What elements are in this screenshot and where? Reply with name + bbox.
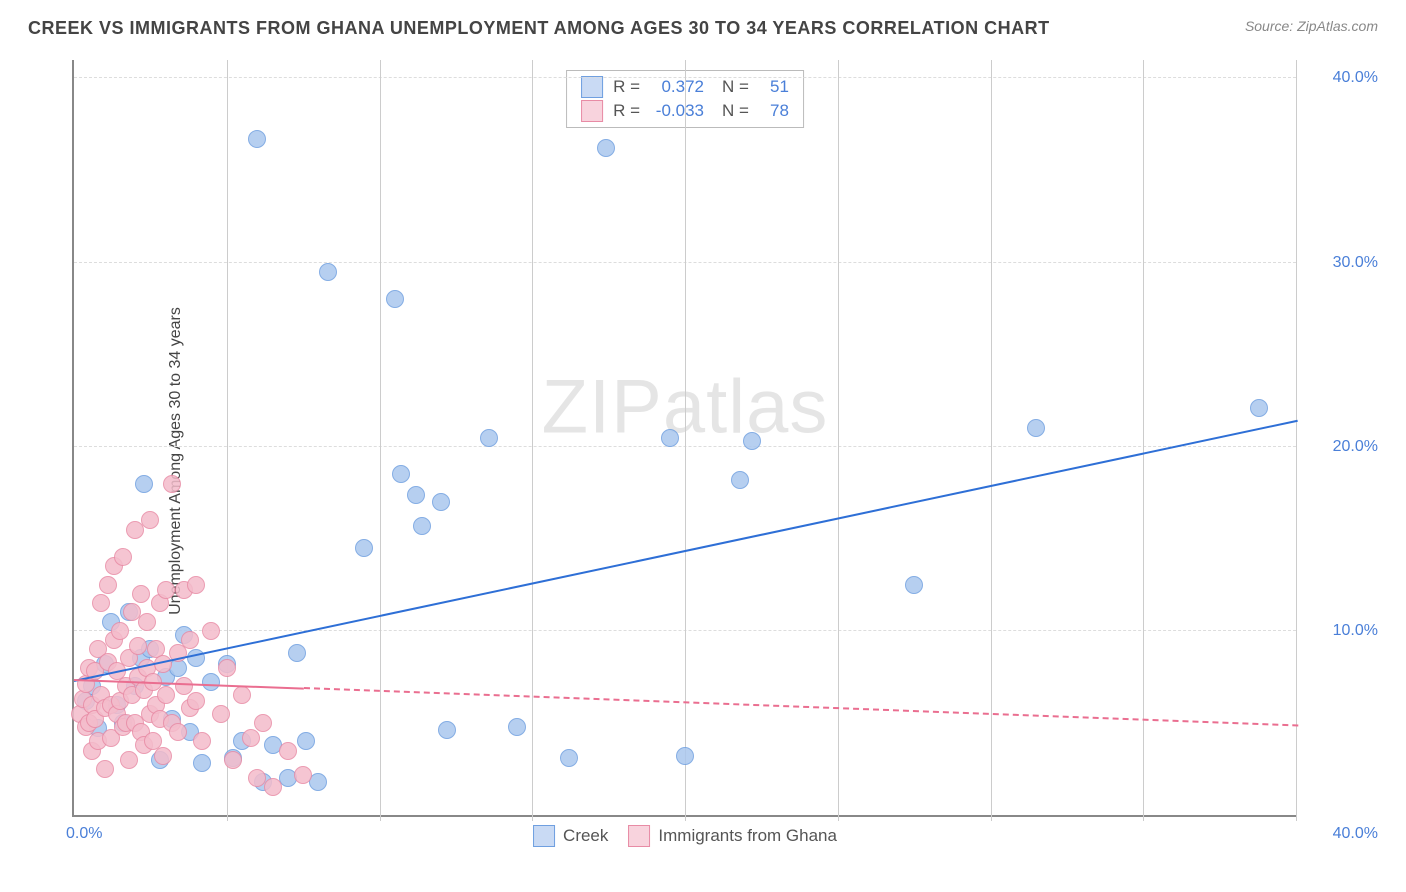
x-gridline <box>991 60 992 821</box>
legend-item: Immigrants from Ghana <box>628 825 837 847</box>
data-point <box>163 475 181 493</box>
data-point <box>181 631 199 649</box>
data-point <box>661 429 679 447</box>
data-point <box>480 429 498 447</box>
data-point <box>141 511 159 529</box>
series-swatch <box>581 100 603 122</box>
y-tick-label: 10.0% <box>1304 622 1378 640</box>
data-point <box>132 585 150 603</box>
data-point <box>135 475 153 493</box>
stat-n-value: 51 <box>759 77 789 97</box>
y-tick-label: 30.0% <box>1304 254 1378 272</box>
data-point <box>114 548 132 566</box>
data-point <box>407 486 425 504</box>
data-point <box>248 130 266 148</box>
data-point <box>193 754 211 772</box>
data-point <box>218 659 236 677</box>
x-gridline <box>1143 60 1144 821</box>
data-point <box>193 732 211 750</box>
legend-label: Creek <box>563 826 608 846</box>
data-point <box>297 732 315 750</box>
data-point <box>169 723 187 741</box>
data-point <box>438 721 456 739</box>
source-attribution: Source: ZipAtlas.com <box>1245 18 1378 34</box>
legend-item: Creek <box>533 825 608 847</box>
legend-swatch <box>628 825 650 847</box>
data-point <box>202 673 220 691</box>
x-gridline <box>685 60 686 821</box>
series-swatch <box>581 76 603 98</box>
data-point <box>743 432 761 450</box>
stat-r-label: R = <box>613 77 640 97</box>
data-point <box>138 613 156 631</box>
data-point <box>319 263 337 281</box>
stat-r-label: R = <box>613 101 640 121</box>
stat-r-value: -0.033 <box>650 101 704 121</box>
y-tick-label: 20.0% <box>1304 438 1378 456</box>
data-point <box>676 747 694 765</box>
data-point <box>99 576 117 594</box>
data-point <box>279 742 297 760</box>
data-point <box>432 493 450 511</box>
stat-n-label: N = <box>722 77 749 97</box>
data-point <box>1250 399 1268 417</box>
data-point <box>129 637 147 655</box>
data-point <box>560 749 578 767</box>
data-point <box>154 747 172 765</box>
x-tick-min: 0.0% <box>66 825 102 843</box>
trend-line <box>303 687 1298 727</box>
stat-n-value: 78 <box>759 101 789 121</box>
data-point <box>288 644 306 662</box>
data-point <box>92 594 110 612</box>
data-point <box>355 539 373 557</box>
data-point <box>905 576 923 594</box>
x-gridline <box>532 60 533 821</box>
data-point <box>1027 419 1045 437</box>
x-tick-max: 40.0% <box>1304 825 1378 843</box>
data-point <box>120 751 138 769</box>
data-point <box>202 622 220 640</box>
data-point <box>242 729 260 747</box>
series-legend: Creek Immigrants from Ghana <box>533 825 837 847</box>
data-point <box>157 686 175 704</box>
stat-n-label: N = <box>722 101 749 121</box>
chart-container: Unemployment Among Ages 30 to 34 years Z… <box>28 50 1386 872</box>
data-point <box>294 766 312 784</box>
data-point <box>224 751 242 769</box>
legend-swatch <box>533 825 555 847</box>
data-point <box>731 471 749 489</box>
plot-area: ZIPatlas R =0.372N =51R =-0.033N =78 0.0… <box>72 60 1296 817</box>
data-point <box>157 581 175 599</box>
data-point <box>254 714 272 732</box>
data-point <box>309 773 327 791</box>
legend-label: Immigrants from Ghana <box>658 826 837 846</box>
data-point <box>386 290 404 308</box>
data-point <box>96 760 114 778</box>
stat-r-value: 0.372 <box>650 77 704 97</box>
watermark-a: ZIP <box>542 365 663 450</box>
data-point <box>233 686 251 704</box>
x-gridline <box>380 60 381 821</box>
data-point <box>392 465 410 483</box>
data-point <box>597 139 615 157</box>
data-point <box>187 692 205 710</box>
data-point <box>413 517 431 535</box>
data-point <box>187 576 205 594</box>
chart-title: CREEK VS IMMIGRANTS FROM GHANA UNEMPLOYM… <box>28 18 1050 39</box>
data-point <box>508 718 526 736</box>
data-point <box>212 705 230 723</box>
y-tick-label: 40.0% <box>1304 69 1378 87</box>
data-point <box>111 622 129 640</box>
data-point <box>264 778 282 796</box>
x-gridline <box>1296 60 1297 821</box>
